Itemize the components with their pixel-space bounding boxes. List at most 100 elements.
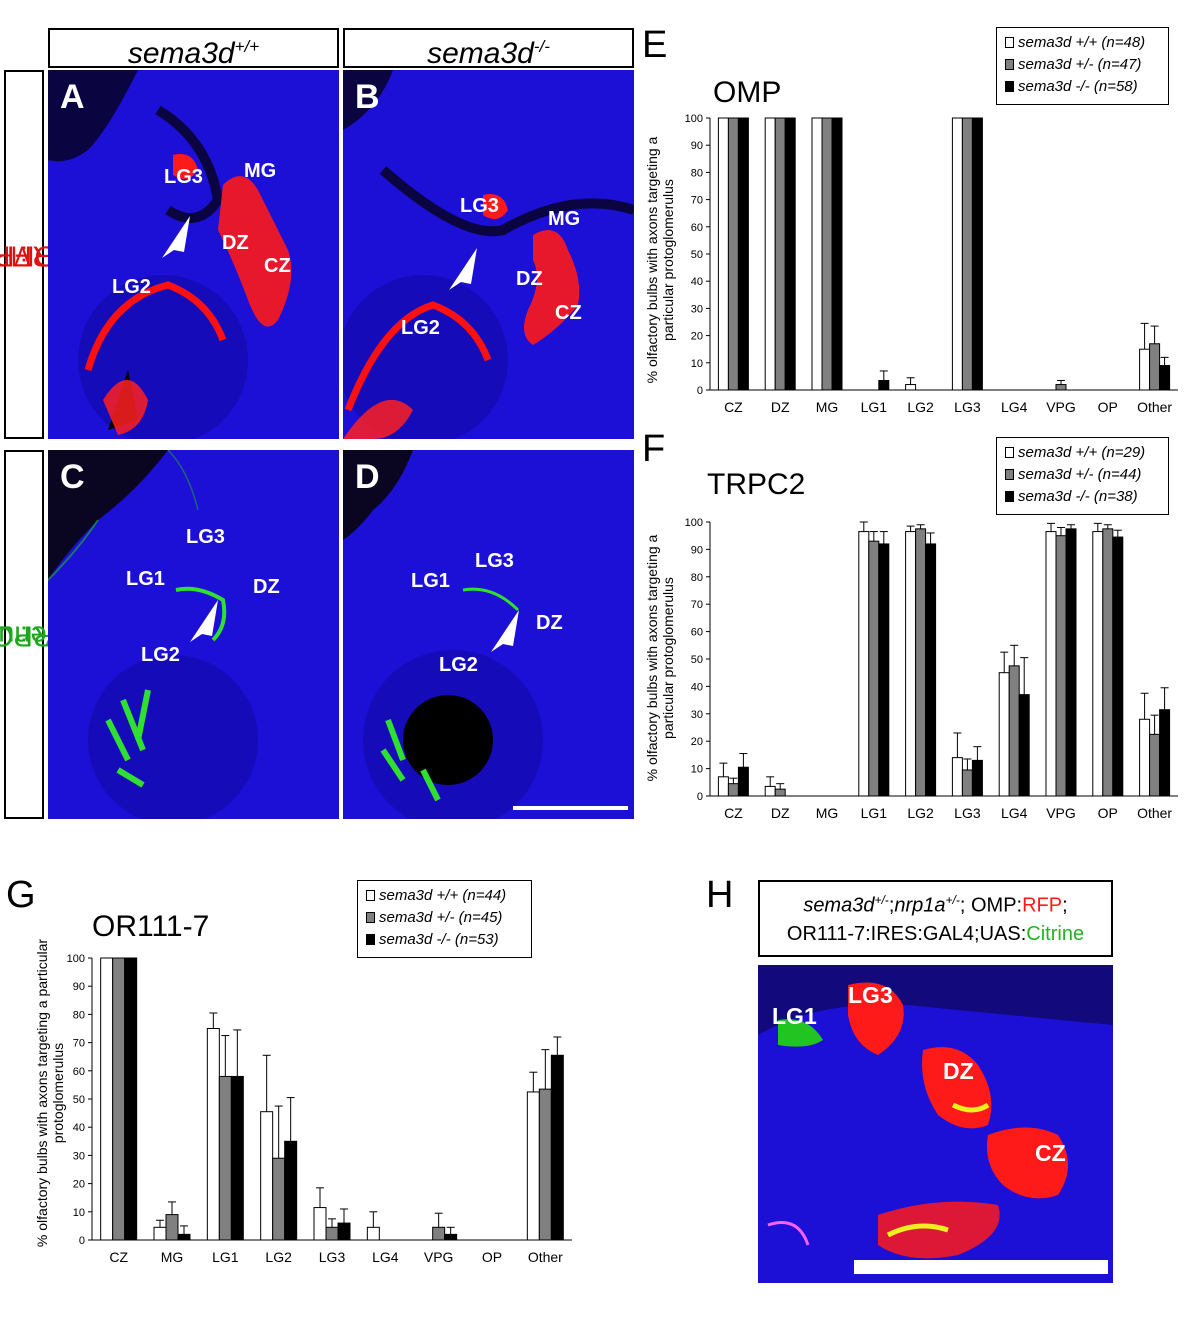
micrograph-c-image bbox=[48, 450, 339, 819]
label-h-lg3: LG3 bbox=[848, 982, 893, 1008]
label-h-dz: DZ bbox=[943, 1058, 974, 1084]
label-c-lg1: LG1 bbox=[126, 568, 165, 590]
legend-swatch bbox=[1005, 80, 1014, 92]
bar bbox=[868, 540, 880, 797]
legend-gene: sema3d bbox=[379, 930, 433, 948]
legend-genotype: +/- (n=44) bbox=[1075, 465, 1142, 483]
bar bbox=[951, 757, 963, 797]
bar bbox=[831, 117, 843, 391]
x-tick-label: DZ bbox=[771, 805, 790, 821]
y-tick-label: 50 bbox=[691, 249, 703, 261]
y-tick-label: 30 bbox=[691, 303, 703, 315]
bar bbox=[1008, 665, 1020, 797]
x-tick-label: LG3 bbox=[319, 1249, 346, 1265]
bar bbox=[124, 957, 138, 1241]
bar bbox=[1092, 531, 1104, 797]
h-rfp: RFP bbox=[1022, 894, 1063, 917]
bar bbox=[1055, 535, 1067, 797]
micrograph-a-image bbox=[48, 70, 339, 439]
h-end: ; bbox=[1062, 894, 1068, 917]
label-b-lg3: LG3 bbox=[460, 195, 499, 217]
micrograph-b-image bbox=[343, 70, 634, 439]
bar bbox=[272, 1157, 286, 1241]
bar bbox=[971, 117, 983, 391]
legend-genotype: +/+ (n=48) bbox=[1075, 33, 1146, 51]
bar bbox=[1159, 365, 1171, 391]
bar bbox=[313, 1207, 327, 1241]
bar bbox=[737, 117, 749, 391]
y-tick-label: 60 bbox=[691, 627, 703, 639]
chart-g-legend: sema3d +/+ (n=44) sema3d +/- (n=45) sema… bbox=[357, 880, 532, 958]
label-c-lg3: LG3 bbox=[186, 526, 225, 548]
x-tick-label: OP bbox=[1098, 805, 1118, 821]
side-label-trpc2-venus: TRPC2:Venus bbox=[0, 450, 72, 819]
label-a-lg2: LG2 bbox=[112, 276, 151, 298]
legend-gene: sema3d bbox=[1018, 55, 1072, 73]
header-mutant: sema3d-/- bbox=[343, 28, 634, 70]
bar bbox=[1149, 733, 1161, 797]
legend-item: sema3d +/- (n=47) bbox=[1005, 53, 1160, 75]
label-a-mg: MG bbox=[244, 160, 277, 182]
y-tick-label: 10 bbox=[691, 764, 703, 776]
bar bbox=[998, 672, 1010, 797]
bar bbox=[1065, 528, 1077, 797]
x-tick-label: CZ bbox=[109, 1249, 128, 1265]
x-tick-label: LG4 bbox=[1001, 399, 1028, 415]
bar bbox=[1112, 536, 1124, 797]
label-a-cz: CZ bbox=[264, 255, 291, 277]
chart-e: 0 10 20 30 40 50 60 70 80 90 100 CZ DZ MG LG1 LG2 LG3 LG4… bbox=[685, 113, 1178, 415]
legend-swatch bbox=[1005, 58, 1014, 70]
y-tick-label: 10 bbox=[73, 1207, 85, 1219]
scale-bar bbox=[854, 1260, 1108, 1274]
x-tick-label: MG bbox=[816, 399, 839, 415]
x-tick-label: LG4 bbox=[1001, 805, 1028, 821]
x-tick-label: LG3 bbox=[954, 399, 981, 415]
bar bbox=[444, 1233, 458, 1241]
bar bbox=[1139, 718, 1151, 797]
micrograph-panel-a: A LG3 MG DZ CZ LG2 bbox=[48, 70, 339, 439]
bar bbox=[177, 1233, 191, 1241]
bar bbox=[284, 1140, 298, 1241]
bar bbox=[971, 759, 983, 797]
x-tick-label: CZ bbox=[724, 399, 743, 415]
legend-genotype: +/- (n=47) bbox=[1075, 55, 1142, 73]
bar bbox=[153, 1226, 167, 1241]
h-line2-prefix: OR111-7:IRES:GAL4;UAS: bbox=[786, 922, 1027, 945]
legend-genotype: +/+ (n=29) bbox=[1075, 443, 1146, 461]
h-sep: ; bbox=[888, 894, 895, 917]
bar bbox=[366, 1226, 380, 1241]
legend-swatch bbox=[366, 911, 375, 923]
chart-e-legend: sema3d +/+ (n=48) sema3d +/- (n=47) sema… bbox=[996, 27, 1169, 105]
y-tick-label: 70 bbox=[691, 599, 703, 611]
legend-item: sema3d +/- (n=45) bbox=[366, 906, 523, 928]
bar bbox=[764, 117, 776, 391]
panel-h-genotype-box: sema3d+/-;nrp1a+/-; OMP:RFP; OR111-7:IRE… bbox=[758, 880, 1113, 957]
label-d-lg3: LG3 bbox=[475, 550, 514, 572]
bar bbox=[538, 1088, 552, 1241]
bar bbox=[206, 1028, 220, 1241]
bar bbox=[1159, 709, 1171, 797]
y-tick-label: 30 bbox=[73, 1150, 85, 1162]
y-tick-label: 0 bbox=[697, 385, 703, 397]
bar bbox=[550, 1054, 564, 1241]
panel-letter-h: H bbox=[706, 874, 734, 916]
x-tick-label: DZ bbox=[771, 399, 790, 415]
chart-f-title: TRPC2 bbox=[707, 468, 806, 501]
bar bbox=[100, 957, 114, 1241]
micrograph-h-image bbox=[758, 965, 1113, 1283]
panel-letter-g: G bbox=[6, 874, 36, 916]
y-tick-label: 40 bbox=[691, 681, 703, 693]
y-tick-label: 80 bbox=[691, 167, 703, 179]
header-wildtype: sema3d+/+ bbox=[48, 28, 339, 70]
legend-item: sema3d +/+ (n=48) bbox=[1005, 31, 1160, 53]
bar bbox=[1055, 384, 1067, 391]
legend-item: sema3d -/- (n=38) bbox=[1005, 485, 1160, 507]
y-tick-label: 10 bbox=[691, 358, 703, 370]
header-mutant-genotype: -/- bbox=[533, 37, 550, 56]
legend-genotype: +/+ (n=44) bbox=[436, 886, 507, 904]
x-tick-label: OP bbox=[482, 1249, 502, 1265]
bar bbox=[717, 776, 729, 797]
micrograph-panel-d: D LG1 LG3 DZ LG2 bbox=[343, 450, 634, 819]
legend-item: sema3d +/+ (n=29) bbox=[1005, 441, 1160, 463]
bar bbox=[774, 788, 786, 797]
